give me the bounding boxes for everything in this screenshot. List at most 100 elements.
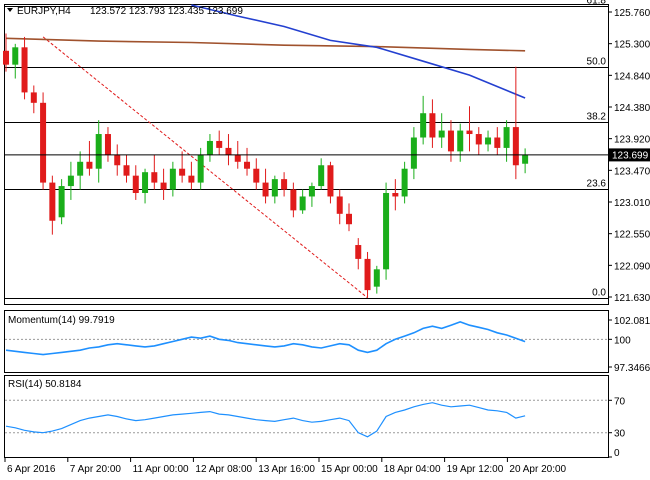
candle bbox=[299, 189, 306, 214]
candle bbox=[12, 43, 19, 79]
candle bbox=[345, 203, 352, 232]
candle-body bbox=[522, 154, 529, 164]
candle-body bbox=[77, 161, 84, 176]
candle-body bbox=[132, 175, 139, 194]
candle-body bbox=[197, 154, 204, 183]
candle-body bbox=[447, 130, 454, 152]
price-tick-label: 123.010 bbox=[614, 198, 650, 209]
current-price-marker: 123.699 bbox=[609, 148, 650, 162]
candle bbox=[355, 238, 362, 270]
candle bbox=[21, 36, 28, 100]
candle-body bbox=[188, 175, 195, 183]
moving-average-blue-line bbox=[191, 4, 526, 99]
dropdown-triangle-icon[interactable] bbox=[7, 8, 13, 12]
momentum-line bbox=[5, 321, 526, 356]
candle-body bbox=[364, 258, 371, 291]
candle bbox=[95, 120, 102, 183]
candle bbox=[485, 130, 492, 152]
time-tick-label: 19 Apr 12:00 bbox=[447, 464, 504, 475]
candle-body bbox=[438, 130, 445, 138]
candle-body bbox=[271, 179, 278, 197]
candle-body bbox=[104, 134, 111, 155]
candle bbox=[262, 168, 269, 204]
candle-body bbox=[206, 140, 213, 155]
candle bbox=[392, 179, 399, 211]
current-price-tag bbox=[609, 148, 650, 162]
price-tick-label: 122.090 bbox=[614, 261, 650, 272]
candle-body bbox=[151, 172, 158, 183]
candle-body bbox=[383, 193, 390, 270]
time-tick-label: 12 Apr 08:00 bbox=[195, 464, 252, 475]
candle-body bbox=[290, 189, 297, 211]
symbol-label: EURJPY,H4 bbox=[17, 6, 71, 17]
rsi-panel-frame[interactable] bbox=[4, 375, 609, 458]
time-tick-label: 11 Apr 00:00 bbox=[133, 464, 189, 475]
candle bbox=[86, 140, 93, 176]
candle-body bbox=[429, 113, 436, 138]
candle-body bbox=[355, 245, 362, 259]
price-tick-label: 125.760 bbox=[614, 8, 650, 19]
candle bbox=[438, 113, 445, 148]
price-tick-label: 123.470 bbox=[614, 166, 650, 177]
candle-body bbox=[466, 130, 473, 135]
candle bbox=[420, 95, 427, 145]
momentum-label: Momentum(14) 99.7919 bbox=[8, 315, 115, 326]
candle bbox=[373, 265, 380, 294]
momentum-tick-label: 102.0818 bbox=[614, 316, 650, 327]
candle-body bbox=[373, 269, 380, 287]
momentum-plot-area: 102.0818 100 97.3466 bbox=[5, 316, 650, 374]
rsi-tick-label: 70 bbox=[614, 396, 626, 407]
candle bbox=[253, 158, 260, 190]
candle-body bbox=[179, 168, 186, 176]
candle bbox=[410, 127, 417, 180]
candle-body bbox=[485, 137, 492, 145]
candle-body bbox=[299, 196, 306, 211]
candle bbox=[281, 172, 288, 197]
candle-body bbox=[327, 165, 334, 197]
candle bbox=[364, 251, 371, 298]
candle bbox=[132, 165, 139, 200]
time-axis: 6 Apr 2016 7 Apr 20:00 11 Apr 00:00 12 Apr … bbox=[4, 458, 567, 475]
candle bbox=[40, 92, 47, 190]
candle-body bbox=[503, 127, 510, 148]
candle-body bbox=[169, 168, 176, 190]
candle-body bbox=[401, 168, 408, 197]
candle bbox=[188, 161, 195, 190]
candle bbox=[179, 151, 186, 183]
candle-body bbox=[336, 196, 343, 214]
momentum-tick-label: 100 bbox=[614, 335, 631, 346]
candle bbox=[244, 147, 251, 176]
candle bbox=[169, 161, 176, 197]
candle-body bbox=[95, 134, 102, 169]
candle-body bbox=[345, 213, 352, 225]
fib-level-label: 0.0 bbox=[592, 288, 606, 299]
fib-level-label: 61.8 bbox=[587, 0, 607, 7]
candle-body bbox=[494, 137, 501, 148]
candle-body bbox=[3, 50, 9, 65]
price-tick-label: 125.300 bbox=[614, 40, 650, 51]
candle-body bbox=[318, 165, 325, 187]
momentum-tick-label: 97.3466 bbox=[614, 363, 650, 374]
candle-body bbox=[308, 186, 315, 197]
rsi-line bbox=[5, 402, 526, 438]
candle bbox=[475, 127, 482, 155]
momentum-panel-frame[interactable] bbox=[4, 310, 609, 373]
candle bbox=[114, 144, 121, 176]
candle-body bbox=[40, 102, 47, 183]
candle-body bbox=[281, 179, 288, 190]
rsi-plot-area: 70 30 0 bbox=[5, 396, 626, 459]
candle bbox=[3, 33, 9, 72]
candle bbox=[494, 127, 501, 155]
price-plot-area: 61.8 50.0 38.2 23.6 0.0 bbox=[3, 0, 608, 299]
candle-body bbox=[512, 127, 519, 166]
candle-body bbox=[216, 140, 223, 148]
candle bbox=[160, 168, 167, 200]
candle bbox=[466, 106, 473, 152]
candle-body bbox=[225, 147, 232, 155]
time-tick-label: 15 Apr 00:00 bbox=[321, 464, 378, 475]
candle-body bbox=[253, 168, 260, 183]
candle-body bbox=[392, 193, 399, 197]
candle bbox=[49, 175, 56, 235]
candle-body bbox=[457, 130, 464, 152]
candle-body bbox=[420, 113, 427, 138]
